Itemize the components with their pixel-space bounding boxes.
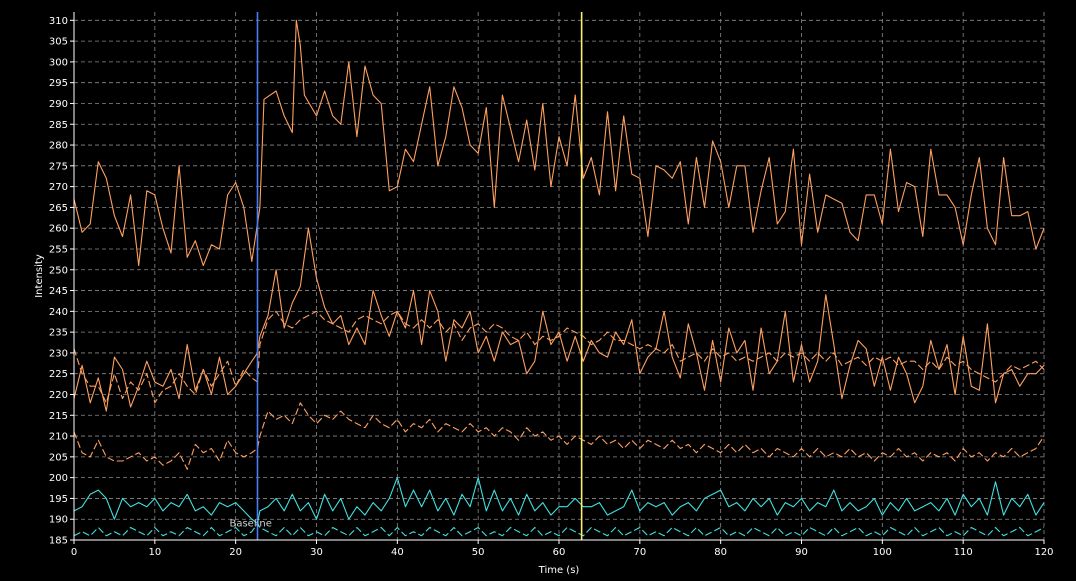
y-tick-label: 300 [49,57,68,68]
x-tick-label: 60 [553,547,566,558]
y-tick-label: 270 [49,182,68,193]
y-tick-label: 185 [49,536,68,547]
series-line-4 [73,402,1045,470]
x-tick-label: 0 [71,547,77,558]
y-tick-label: 200 [49,473,68,484]
series-line-1 [73,19,1045,267]
y-tick-label: 310 [49,16,68,27]
x-tick-label: 50 [472,547,485,558]
series-line-3 [73,310,1045,404]
grid [74,12,1045,540]
x-axis-title: Time (s) [538,565,580,576]
x-tick-label: 10 [148,547,161,558]
x-tick-label: 20 [229,547,242,558]
y-tick-label: 285 [49,120,68,131]
x-tick-label: 100 [873,547,892,558]
x-tick-label: 90 [795,547,808,558]
y-tick-label: 205 [49,452,68,463]
y-tick-label: 190 [49,515,68,526]
y-tick-label: 250 [49,265,68,276]
y-tick-label: 195 [49,494,68,505]
series-group [73,19,1045,537]
y-tick-label: 295 [49,78,68,89]
y-tick-label: 255 [49,244,68,255]
y-axis-title: Intensity [34,254,45,298]
marker-group: Baseline [229,12,583,540]
series-line-5 [73,477,1045,524]
y-tick-label: 235 [49,328,68,339]
y-tick-label: 215 [49,411,68,422]
y-tick-label: 210 [49,432,68,443]
x-tick-label: 70 [633,547,646,558]
x-tick-label: 30 [310,547,323,558]
y-tick-label: 245 [49,286,68,297]
y-tick-label: 290 [49,99,68,110]
y-tick-label: 275 [49,161,68,172]
x-tick-label: 80 [714,547,727,558]
y-tick-label: 305 [49,37,68,48]
x-tick-label: 110 [954,547,973,558]
y-tick-label: 280 [49,141,68,152]
y-tick-label: 240 [49,307,68,318]
tick-labels: 0 10 20 30 40 50 60 70 80 90 100 110 120 185 190 195 200… [49,16,1054,558]
series-line-6 [73,522,1045,537]
marker-label-1: Baseline [229,519,271,530]
x-tick-label: 40 [391,547,404,558]
y-tick-label: 220 [49,390,68,401]
y-tick-label: 265 [49,203,68,214]
x-tick-label: 120 [1034,547,1053,558]
y-tick-label: 225 [49,369,68,380]
y-tick-label: 260 [49,224,68,235]
y-tick-label: 230 [49,348,68,359]
